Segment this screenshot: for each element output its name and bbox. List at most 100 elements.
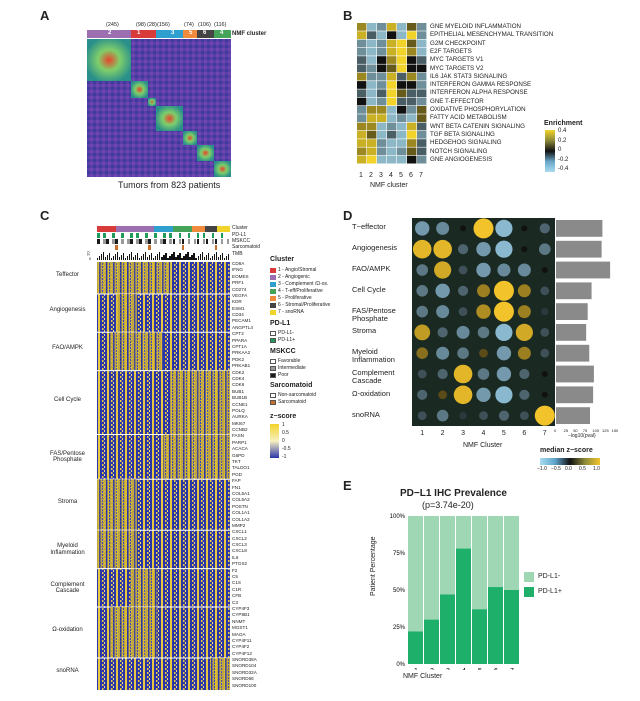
annotation-track-cell <box>220 245 224 250</box>
annotation-track-cell <box>124 245 127 250</box>
heatmap-cell <box>407 139 417 147</box>
gene-label: IL6 <box>232 554 239 560</box>
heatmap-block <box>170 370 230 435</box>
cluster-label: 5 <box>501 430 506 437</box>
tmb-bar <box>215 252 217 260</box>
annotation-track-cell <box>142 245 145 250</box>
heatmap-cell <box>397 39 407 48</box>
cluster-label: 5 <box>399 172 403 179</box>
tmb-bar <box>203 257 205 260</box>
legend-tick: 0.0 <box>565 466 572 472</box>
heatmap-cell <box>407 47 417 56</box>
annotation-track-cell <box>208 245 212 250</box>
legend-title: Sarcomatoid <box>270 382 313 389</box>
pathway-label: E2F TARGETS <box>430 47 472 55</box>
tmb-bar <box>171 254 173 260</box>
heatmap-cell <box>357 64 367 73</box>
x-tick: 3 <box>446 668 450 670</box>
annotation-track-cell <box>202 239 206 244</box>
legend-item: PD-L1- <box>278 330 294 336</box>
gene-label: FN1 <box>232 484 241 490</box>
tmb-bar <box>101 254 103 260</box>
cluster-count: (28) <box>147 22 157 28</box>
annotation-track-cell <box>115 239 118 244</box>
dot <box>477 368 490 380</box>
cluster-track-cell <box>173 226 180 232</box>
dot <box>519 411 529 420</box>
dot <box>495 323 513 341</box>
tmb-bar <box>173 252 175 260</box>
cluster-count: (106) <box>198 22 211 28</box>
row-label: FAO/AMPK <box>352 264 391 273</box>
gene-label: PTGS2 <box>232 561 248 567</box>
gene-label: MMP2 <box>232 522 246 528</box>
gene-label: SNORD66 <box>232 676 254 682</box>
heatmap-cell <box>397 31 407 39</box>
gene-label: ESM1 <box>232 305 245 311</box>
tmb-bar <box>167 258 169 260</box>
tmb-axis-tick: 0 <box>89 256 92 261</box>
pathway-label: EPITHELIAL MESENCHYMAL TRANSITION <box>430 31 554 39</box>
row-label: Cell Cycle <box>352 284 386 294</box>
dot <box>541 391 548 398</box>
dot <box>453 364 473 384</box>
tmb-bar <box>129 254 131 260</box>
heatmap-cell <box>397 89 407 98</box>
panel-e-xlabel: NMF Cluster <box>403 673 443 680</box>
annotation-track-cell <box>226 233 230 238</box>
group-label: Ω-oxidation <box>52 626 83 633</box>
cluster-track-cell <box>192 226 199 232</box>
annotation-track-cell <box>166 245 170 250</box>
annotation-track-cell <box>220 239 224 244</box>
x-tick: 7 <box>510 668 514 670</box>
pval-bar <box>556 282 592 300</box>
dot <box>476 262 491 278</box>
tmb-bar <box>153 258 155 260</box>
cluster-track-cell <box>223 226 231 232</box>
cluster-track-cell <box>179 226 186 232</box>
annotation-track-cell <box>196 233 200 238</box>
tmb-bar <box>119 257 121 260</box>
tmb-bar <box>155 256 157 260</box>
annotation-track-cell <box>226 239 230 244</box>
pval-bar <box>556 261 611 279</box>
legend-swatch <box>270 289 276 294</box>
legend-item: 1 - Angio/Stromal <box>278 267 317 273</box>
tmb-bar <box>157 254 159 260</box>
dot <box>517 263 531 277</box>
dot <box>517 346 531 360</box>
gene-label: MKI67 <box>232 420 246 426</box>
gene-label: SNORD32A <box>232 669 257 675</box>
legend-tick: -0.2 <box>558 156 569 163</box>
annotation-track-cell <box>199 239 203 244</box>
cluster-label: 1 <box>420 430 425 437</box>
heatmap-cell <box>407 56 417 64</box>
tmb-bar <box>185 254 187 260</box>
legend-item: Poor <box>278 372 289 378</box>
annotation-track-cell <box>100 233 103 238</box>
cluster-track-cell <box>204 226 212 232</box>
annotation-track-cell <box>223 245 227 250</box>
dot <box>540 348 550 358</box>
x-tick: 2 <box>430 668 434 670</box>
annotation-track-cell <box>172 233 176 238</box>
cluster-bar-segment <box>197 30 214 38</box>
legend-title: MSKCC <box>270 348 296 355</box>
cluster-count: (116) <box>214 22 227 28</box>
heatmap-cell <box>377 139 387 147</box>
heatmap-cell <box>377 81 387 89</box>
heatmap-cell <box>387 56 397 64</box>
heatmap-cell <box>367 139 377 147</box>
annotation-track-cell <box>103 233 106 238</box>
dot <box>498 410 510 421</box>
heatmap-cell <box>387 139 397 147</box>
gene-label: SNORD38A <box>232 657 257 663</box>
tmb-bar <box>193 253 195 260</box>
annotation-track-cell <box>169 233 173 238</box>
gene-label: NNMT <box>232 618 246 624</box>
dot <box>460 225 467 232</box>
annotation-track-cell <box>196 239 200 244</box>
annotation-track-cell <box>172 245 176 250</box>
heatmap-cell <box>407 106 417 114</box>
cluster-label: 4 <box>481 430 486 437</box>
